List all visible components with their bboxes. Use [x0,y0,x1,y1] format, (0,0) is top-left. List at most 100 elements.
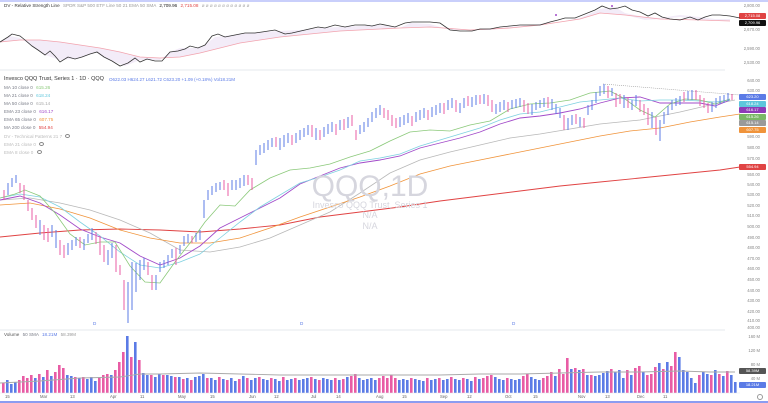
gear-icon[interactable] [757,394,763,400]
volume-tag-sma: 58.39M [739,368,766,374]
volume-legend[interactable]: Volume 50 SMA 18.21M 58.39M [4,332,76,338]
time-axis-label: Mar [40,394,48,399]
indicator-ema8[interactable]: EMA 8 close 0 [4,150,42,156]
indicator-label: EMA 65 close 0 [4,117,36,122]
indicator-value: 615.14 [36,101,51,106]
price-axis-label: 440.00 [747,288,760,293]
price-axis-label: 510.00 [747,213,760,218]
symbol-title: Invesco QQQ Trust, Series 1 · 1D · QQQ [4,76,104,82]
indicator-technical-patterns[interactable]: DV - Technical Patterns 21 7 [4,134,71,140]
indicator-value: 615.26 [36,85,51,90]
indicator-ema23[interactable]: EMA 23 close 0 616.17 [4,109,54,115]
price-axis-label: 460.00 [747,266,760,271]
indicator-label: MA 21 close 0 [4,93,33,98]
price-axis-label: 400.00 [747,325,760,330]
indicator-value: 616.17 [39,109,54,114]
indicator-ema65[interactable]: EMA 65 close 0 607.75 [4,117,53,123]
price-axis-label: 550.00 [747,172,760,177]
price-axis-label: 410.00 [747,318,760,323]
time-axis-label: Apr [110,394,117,399]
watermark-na-1: N/A [362,210,378,220]
rs-axis-0: 2,800.00 [743,3,760,8]
price-axis-label: 590.00 [747,134,760,139]
time-axis-label: Sep [440,394,448,399]
rs-value: 2,709.96 [159,3,178,8]
volume-axis-label: 80 M [750,362,760,367]
time-axis-label: Jul [311,394,317,399]
price-axis-label: 580.00 [747,145,760,150]
time-axis-label: Oct [505,394,512,399]
time-axis-label: 14 [336,394,341,399]
time-axis-label: 15 [5,394,10,399]
price-tag-close: 623.20 [739,94,766,100]
volume-params: 50 SMA [22,332,39,337]
indicator-label: MA 10 close 0 [4,85,33,90]
ohlc-values: O622.03 H624.27 L621.72 C623.20 +1.09 (+… [108,76,236,82]
eye-hidden-icon[interactable] [39,142,45,146]
price-axis-label: 570.00 [747,156,760,161]
time-axis-label: May [178,394,186,399]
rs-axis-3: 2,590.00 [743,46,760,51]
rs-legend: DV - Relative Strength Line SPDR S&P 500… [4,3,250,9]
rs-axis-4: 2,530.00 [743,60,760,65]
volume-tag-last: 18.21M [739,382,766,388]
indicator-ema21[interactable]: EMA 21 close 0 [4,142,45,148]
price-axis-label: 430.00 [747,298,760,303]
price-axis-label: 480.00 [747,245,760,250]
volume-sma-value: 58.39M [60,332,76,337]
indicator-ma21[interactable]: MA 21 close 0 618.24 [4,93,51,99]
time-axis-label: Nov [578,394,586,399]
watermark-na-2: N/A [362,221,378,231]
time-axis-label: 12 [274,394,279,399]
time-axis-label: 13 [70,394,75,399]
indicator-ma200[interactable]: MA 200 close 0 554.94 [4,125,53,131]
time-axis-label: 15 [210,394,215,399]
price-axis-label: 470.00 [747,256,760,261]
time-axis-label: 15 [402,394,407,399]
volume-title: Volume [4,332,20,337]
rs-tag-red: 2,715.08 [739,13,766,19]
indicator-value: 618.24 [36,93,51,98]
price-tag-ema23: 616.17 [739,107,766,113]
rs-params: SPDR S&P 500 ETF Line 50 21 EMA 50 SMA [62,3,157,8]
price-axis-label: 520.00 [747,203,760,208]
time-axis-label: 12 [467,394,472,399]
price-axis-label: 640.00 [747,78,760,83]
indicator-label: EMA 8 close 0 [4,150,34,155]
price-axis-label: 630.00 [747,88,760,93]
price-tag-ema65: 607.75 [739,126,766,133]
indicator-ma10[interactable]: MA 10 close 0 615.26 [4,85,51,91]
event-marker[interactable]: D [300,321,304,326]
rs-axis-2: 2,670.00 [743,27,760,32]
indicator-label: EMA 23 close 0 [4,109,36,114]
top-border [0,0,768,2]
volume-axis-label: 160 M [748,334,760,339]
price-axis-label: 420.00 [747,309,760,314]
volume-axis-label: 40 M [750,376,760,381]
indicator-value: 554.94 [38,125,53,130]
indicator-label: EMA 21 close 0 [4,142,36,147]
time-axis-label: Dec [637,394,645,399]
indicator-label: MA 50 close 0 [4,101,33,106]
rs-ema-value: 2,715.08 [180,3,199,8]
eye-hidden-icon[interactable] [65,134,71,138]
rs-icons[interactable]: ø ø ø ø ø ø ø ø ø ø ø ø [201,3,250,8]
price-axis-label: 500.00 [747,224,760,229]
volume-axis-label: 120 M [748,348,760,353]
price-tag-ma10: 615.26 [739,113,766,120]
price-axis-label: 530.00 [747,192,760,197]
bottom-border [0,401,768,403]
rs-title: DV - Relative Strength Line [4,3,60,8]
time-axis-label: 13 [605,394,610,399]
price-tag-ma21: 618.24 [739,100,766,107]
price-axis-label: 450.00 [747,277,760,282]
eye-hidden-icon[interactable] [36,150,42,154]
price-axis-label: 490.00 [747,235,760,240]
event-marker[interactable]: D [93,321,97,326]
time-axis-label: 11 [663,394,668,399]
price-axis-label: 540.00 [747,182,760,187]
price-tag-ma200: 554.94 [739,164,766,170]
indicator-ma50[interactable]: MA 50 close 0 615.14 [4,101,51,107]
event-marker[interactable]: D [512,321,516,326]
